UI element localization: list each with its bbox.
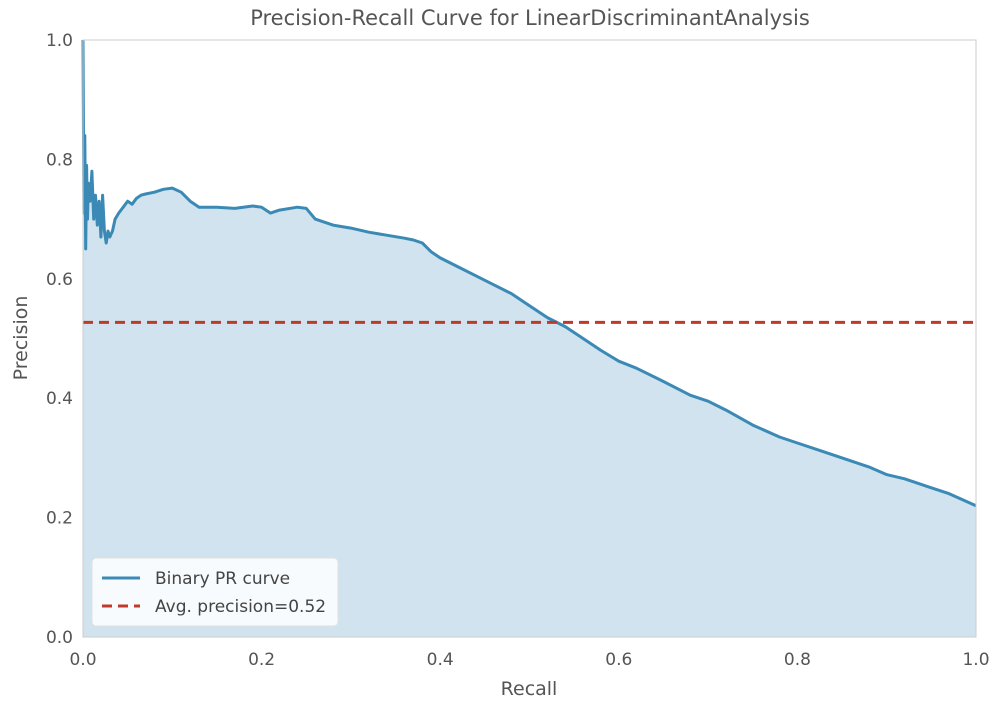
x-tick-label: 1.0 — [962, 650, 989, 670]
legend: Binary PR curve Avg. precision=0.52 — [91, 557, 339, 627]
legend-label-avg-precision: Avg. precision=0.52 — [155, 597, 326, 617]
y-tick-label: 0.8 — [46, 150, 73, 170]
x-tick-label: 0.8 — [784, 650, 811, 670]
y-tick-label: 0.0 — [46, 628, 73, 648]
x-axis-label: Recall — [501, 678, 558, 700]
x-tick-label: 0.4 — [427, 650, 454, 670]
plot-frame — [82, 39, 977, 638]
x-tick-label: 0.2 — [248, 650, 275, 670]
plot-area — [81, 39, 977, 638]
legend-box — [91, 557, 339, 627]
y-axis-label: Precision — [10, 296, 32, 381]
x-axis-ticks: 0.0 0.2 0.4 0.6 0.8 1.0 — [69, 650, 989, 670]
x-tick-label: 0.6 — [605, 650, 632, 670]
x-tick-label: 0.0 — [69, 650, 96, 670]
series-binary-pr-curve — [81, 39, 977, 508]
y-tick-label: 0.4 — [46, 389, 73, 409]
y-tick-label: 0.6 — [46, 270, 73, 290]
y-tick-label: 1.0 — [46, 31, 73, 51]
y-tick-label: 0.2 — [46, 509, 73, 529]
chart-title: Precision-Recall Curve for LinearDiscrim… — [250, 6, 810, 30]
pr-curve-area — [83, 40, 976, 637]
legend-label-pr-curve: Binary PR curve — [155, 569, 290, 589]
y-axis-ticks: 0.0 0.2 0.4 0.6 0.8 1.0 — [46, 31, 73, 648]
